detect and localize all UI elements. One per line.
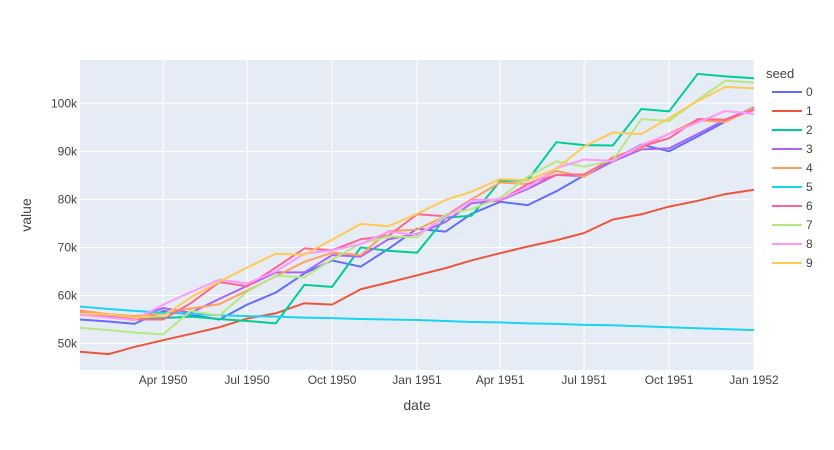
- legend-title: seed: [766, 66, 794, 81]
- x-tick-label: Apr 1950: [139, 373, 188, 387]
- legend-item-4[interactable]: 4: [772, 161, 813, 175]
- y-tick-label: 90k: [58, 144, 78, 158]
- legend-label: 4: [806, 161, 813, 175]
- x-tick-label: Jan 1951: [392, 373, 442, 387]
- y-tick-label: 100k: [51, 96, 78, 110]
- y-tick-label: 50k: [58, 337, 78, 351]
- legend-label: 7: [806, 218, 813, 232]
- x-axis-title: date: [403, 397, 430, 413]
- x-tick-label: Jul 1951: [561, 373, 607, 387]
- legend-item-1[interactable]: 1: [772, 104, 813, 118]
- legend-item-6[interactable]: 6: [772, 199, 813, 213]
- legend-label: 8: [806, 237, 813, 251]
- y-tick-label: 80k: [58, 192, 78, 206]
- legend-item-0[interactable]: 0: [772, 85, 813, 99]
- legend-label: 2: [806, 123, 813, 137]
- legend-label: 0: [806, 85, 813, 99]
- series-line-7: [79, 79, 755, 336]
- series-lines: [79, 72, 755, 356]
- y-tick-label: 70k: [58, 240, 78, 254]
- legend-item-2[interactable]: 2: [772, 123, 813, 137]
- y-tick-labels: 50k 60k 70k 80k 90k 100k: [51, 96, 78, 350]
- y-gridlines: [80, 102, 754, 345]
- legend[interactable]: seed 0 1 2 3 4 5 6 7 8 9: [766, 66, 813, 270]
- series-line-1: [79, 188, 755, 356]
- series-line-9: [79, 85, 755, 319]
- x-gridlines: [162, 60, 755, 370]
- series-line-5: [79, 305, 755, 332]
- legend-item-9[interactable]: 9: [772, 256, 813, 270]
- legend-items: 0 1 2 3 4 5 6 7 8 9: [772, 85, 813, 270]
- series-line-4: [79, 106, 755, 318]
- series-line-8: [79, 109, 755, 322]
- x-tick-label: Oct 1951: [645, 373, 694, 387]
- legend-label: 1: [806, 104, 813, 118]
- x-tick-label: Jan 1952: [729, 373, 779, 387]
- legend-label: 3: [806, 142, 813, 156]
- legend-label: 6: [806, 199, 813, 213]
- legend-label: 5: [806, 180, 813, 194]
- legend-item-8[interactable]: 8: [772, 237, 813, 251]
- x-tick-labels: Apr 1950 Jul 1950 Oct 1950 Jan 1951 Apr 1951…: [139, 373, 779, 387]
- legend-item-3[interactable]: 3: [772, 142, 813, 156]
- legend-item-5[interactable]: 5: [772, 180, 813, 194]
- x-tick-label: Apr 1951: [476, 373, 525, 387]
- x-tick-label: Oct 1950: [308, 373, 357, 387]
- y-tick-label: 60k: [58, 289, 78, 303]
- legend-label: 9: [806, 256, 813, 270]
- legend-item-7[interactable]: 7: [772, 218, 813, 232]
- series-line-2: [79, 72, 755, 325]
- y-axis-title: value: [18, 198, 34, 232]
- x-tick-label: Jul 1950: [224, 373, 270, 387]
